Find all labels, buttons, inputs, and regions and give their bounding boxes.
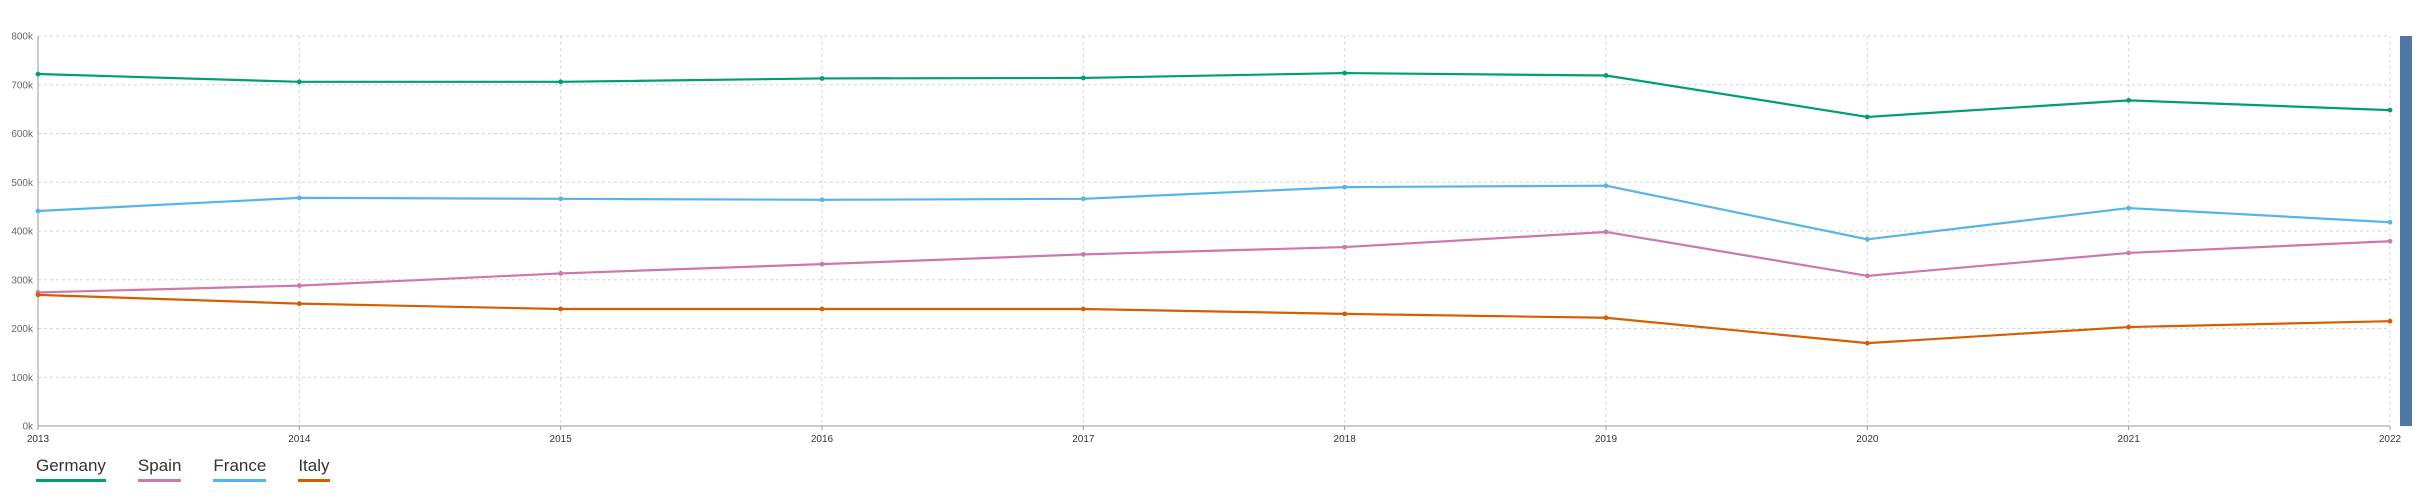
data-point	[296, 283, 302, 288]
legend-item-italy[interactable]: Italy	[298, 456, 330, 482]
data-point	[1080, 196, 1086, 202]
axes	[37, 36, 2391, 430]
data-point	[1342, 311, 1348, 317]
data-point	[2387, 238, 2393, 244]
data-point	[1342, 244, 1348, 250]
data-point	[1864, 340, 1870, 346]
data-point	[2126, 97, 2132, 103]
x-tick-label: 2022	[2379, 434, 2402, 445]
data-point	[35, 208, 41, 214]
data-point	[2387, 219, 2393, 225]
data-point	[1603, 73, 1609, 78]
y-tick-label: 700k	[11, 80, 34, 91]
legend-item-spain[interactable]: Spain	[137, 456, 182, 482]
x-tick-label: 2013	[27, 434, 50, 445]
legend-swatch	[298, 479, 330, 482]
x-tick-label: 2016	[811, 434, 834, 445]
data-point	[819, 76, 825, 81]
vertical-scrollbar[interactable]	[2400, 36, 2412, 426]
data-point	[1342, 184, 1348, 190]
series-line-spain	[37, 230, 2391, 294]
y-tick-label: 0k	[22, 422, 34, 433]
data-point	[296, 301, 302, 307]
data-point	[1080, 306, 1086, 312]
data-point	[558, 306, 564, 312]
data-point	[558, 196, 564, 202]
data-point	[558, 79, 564, 85]
y-tick-label: 100k	[11, 373, 34, 384]
data-point	[2126, 205, 2132, 211]
data-point	[1864, 273, 1870, 279]
data-point	[296, 79, 302, 85]
data-point	[819, 261, 825, 267]
data-point	[1603, 229, 1609, 235]
legend-label: France	[213, 456, 267, 475]
data-point	[819, 306, 825, 312]
data-point	[2387, 318, 2393, 324]
x-tick-label: 2019	[1595, 434, 1618, 445]
y-tick-label: 800k	[11, 32, 34, 43]
data-point	[558, 271, 564, 276]
data-point	[1342, 70, 1348, 76]
series-line-france	[37, 184, 2391, 241]
data-point	[2387, 107, 2393, 113]
legend-label: Spain	[137, 456, 182, 475]
x-tick-label: 2021	[2118, 434, 2141, 445]
legend-swatch	[36, 479, 106, 482]
data-point	[296, 195, 302, 201]
tick-labels: 0k 100k 200k 300k 400k 500k 600k 700k 800k 2013 20…	[11, 32, 2401, 446]
series-line-italy	[37, 293, 2391, 345]
data-point	[1080, 252, 1086, 257]
data-point	[1603, 315, 1609, 321]
x-tick-label: 2018	[1334, 434, 1357, 445]
y-tick-label: 500k	[11, 178, 34, 189]
data-point	[1864, 114, 1870, 120]
legend-item-france[interactable]: France	[213, 456, 267, 482]
y-tick-label: 600k	[11, 129, 34, 140]
y-tick-label: 400k	[11, 227, 34, 238]
y-tick-label: 300k	[11, 275, 34, 286]
series-lines	[35, 70, 2393, 346]
data-point	[2126, 324, 2132, 330]
grid	[38, 35, 2391, 426]
data-point	[819, 197, 825, 203]
legend-label: Germany	[36, 456, 106, 475]
legend-swatch	[213, 479, 267, 482]
data-point	[1864, 236, 1870, 242]
x-tick-label: 2014	[288, 434, 311, 445]
legend: Germany Spain France Italy	[36, 456, 330, 482]
x-tick-label: 2020	[1856, 434, 1879, 445]
legend-swatch	[137, 479, 182, 482]
data-point	[1080, 75, 1086, 81]
data-point	[35, 292, 41, 298]
legend-item-germany[interactable]: Germany	[36, 456, 106, 482]
data-point	[2126, 250, 2132, 256]
y-tick-label: 200k	[11, 324, 34, 335]
x-tick-label: 2015	[550, 434, 573, 445]
x-tick-label: 2017	[1072, 434, 1095, 445]
series-line-germany	[37, 71, 2391, 119]
data-point	[35, 71, 41, 77]
legend-label: Italy	[298, 456, 330, 475]
data-point	[1603, 183, 1609, 189]
